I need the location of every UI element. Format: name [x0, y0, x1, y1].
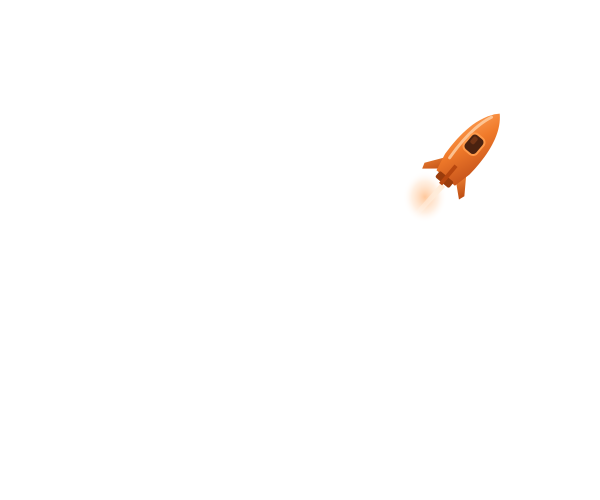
exhaust-glow [403, 171, 447, 223]
rocket-illustration [395, 95, 515, 230]
rocket-window [462, 132, 486, 157]
exhaust-trail [411, 183, 445, 219]
rocket-highlight [448, 115, 494, 160]
rocket-fin-center [439, 164, 458, 186]
rocket-icon [403, 113, 500, 223]
